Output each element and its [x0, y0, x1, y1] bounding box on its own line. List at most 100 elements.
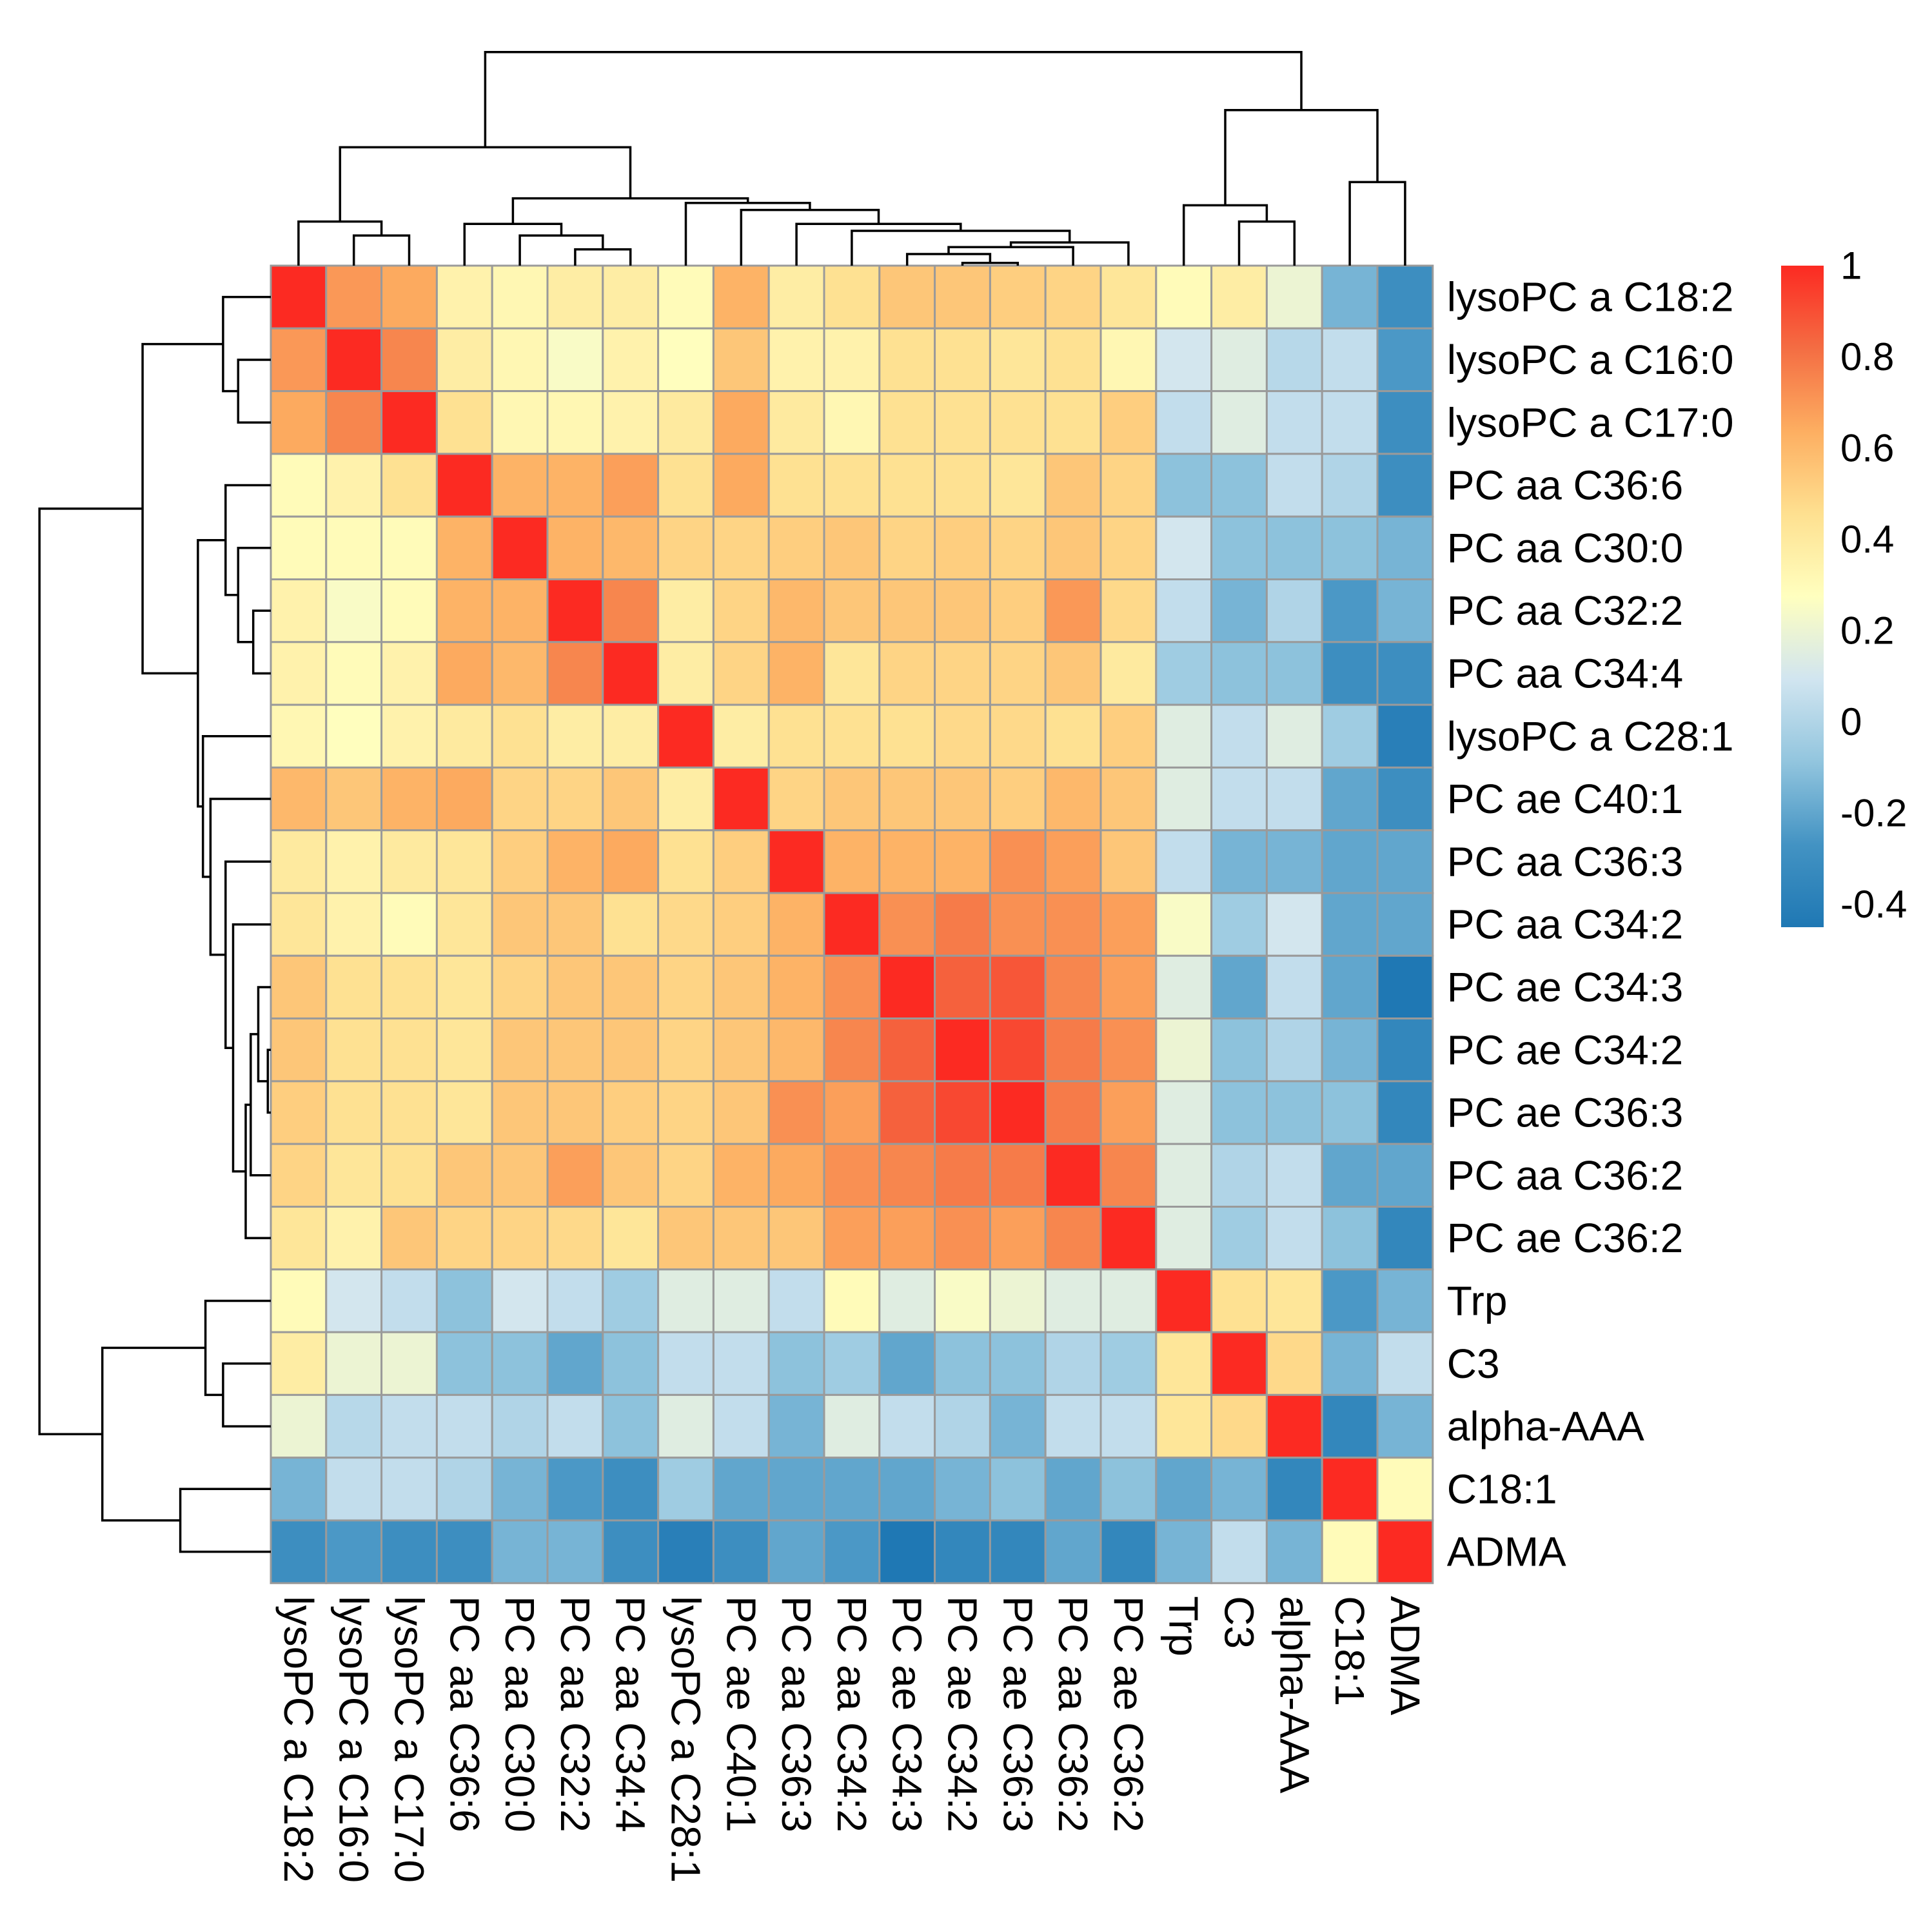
heatmap-cell-pc-aa-c30-0--pc-aa-c36-3 [767, 515, 825, 581]
column-label-lysopc-a-c17-0: lysoPC a C17:0 [386, 1596, 433, 1883]
heatmap-cell-pc-ae-c34-2--c18-1 [1321, 1017, 1379, 1083]
heatmap-cell-pc-aa-c36-6--alpha-aaa [1265, 453, 1323, 518]
heatmap-cell-lysopc-a-c28-1--lysopc-a-c18-2 [270, 703, 328, 769]
heatmap-cell-pc-ae-c34-3--pc-aa-c34-2 [823, 954, 881, 1020]
heatmap-cell-pc-ae-c40-1--pc-aa-c30-0 [491, 766, 549, 832]
heatmap-cell-pc-aa-c36-3--lysopc-a-c28-1 [657, 829, 715, 894]
heatmap-cell-pc-aa-c36-2--lysopc-a-c18-2 [270, 1143, 328, 1208]
heatmap-cell-c18-1--adma [1376, 1457, 1434, 1522]
heatmap-cell-pc-aa-c32-2--pc-aa-c30-0 [491, 578, 549, 643]
heatmap-cell-lysopc-a-c18-2--adma [1376, 264, 1434, 329]
row-label-pc-ae-c40-1: PC ae C40:1 [1447, 776, 1683, 822]
heatmap-cell-pc-aa-c32-2--pc-aa-c36-2 [1044, 578, 1102, 643]
heatmap-cell-pc-aa-c32-2--c18-1 [1321, 578, 1379, 643]
heatmap-cell-lysopc-a-c28-1--lysopc-a-c16-0 [325, 703, 383, 769]
heatmap-cell-lysopc-a-c18-2--pc-ae-c36-3 [989, 264, 1047, 329]
row-label-pc-ae-c36-2: PC ae C36:2 [1447, 1215, 1683, 1261]
heatmap-cell-pc-aa-c36-3--pc-aa-c36-6 [435, 829, 493, 894]
heatmap-cell-pc-ae-c34-2--c3 [1210, 1017, 1268, 1083]
heatmap-cell-trp--pc-aa-c36-3 [767, 1268, 825, 1333]
heatmap-cell-pc-aa-c34-4--pc-aa-c36-3 [767, 641, 825, 706]
heatmap-cell-pc-ae-c34-2--alpha-aaa [1265, 1017, 1323, 1083]
heatmap-cell-lysopc-a-c17-0--pc-aa-c30-0 [491, 390, 549, 455]
heatmap-cell-pc-aa-c36-6--pc-ae-c36-3 [989, 453, 1047, 518]
heatmap-cell-lysopc-a-c16-0--alpha-aaa [1265, 327, 1323, 393]
column-dendrogram-branch [1348, 181, 1406, 266]
heatmap-cell-lysopc-a-c28-1--pc-aa-c36-2 [1044, 703, 1102, 769]
heatmap-cell-pc-aa-c34-4--trp [1155, 641, 1213, 706]
heatmap-cell-pc-aa-c30-0--pc-aa-c32-2 [546, 515, 604, 581]
heatmap-cell-c18-1--pc-aa-c36-3 [767, 1457, 825, 1522]
heatmap-cell-alpha-aaa--pc-ae-c36-2 [1099, 1393, 1158, 1459]
heatmap-cell-pc-aa-c36-6--pc-aa-c36-2 [1044, 453, 1102, 518]
heatmap-cell-pc-ae-c36-2--trp [1155, 1206, 1213, 1271]
heatmap-cell-pc-aa-c34-2--pc-aa-c36-2 [1044, 892, 1102, 957]
heatmap-cell-pc-aa-c34-2--pc-aa-c36-3 [767, 892, 825, 957]
heatmap-cell-pc-ae-c40-1--pc-aa-c36-3 [767, 766, 825, 832]
heatmap-cell-lysopc-a-c28-1--c3 [1210, 703, 1268, 769]
heatmap-cell-pc-aa-c34-2--lysopc-a-c16-0 [325, 892, 383, 957]
heatmap-cell-pc-aa-c34-2--pc-ae-c40-1 [712, 892, 770, 957]
heatmap-cell-pc-ae-c34-2--adma [1376, 1017, 1434, 1083]
heatmap-cell-pc-aa-c36-6--pc-ae-c34-3 [878, 453, 936, 518]
heatmap-cell-pc-aa-c36-2--pc-ae-c34-3 [878, 1143, 936, 1208]
heatmap-cell-pc-ae-c40-1--lysopc-a-c16-0 [325, 766, 383, 832]
legend-tick-label: 0.2 [1840, 609, 1894, 653]
heatmap-cell-pc-ae-c34-3--pc-ae-c34-3 [878, 954, 936, 1020]
heatmap-cell-pc-ae-c36-3--pc-aa-c36-3 [767, 1080, 825, 1145]
heatmap-cell-pc-ae-c36-3--pc-aa-c32-2 [546, 1080, 604, 1145]
heatmap-cell-lysopc-a-c17-0--c18-1 [1321, 390, 1379, 455]
legend-tick-label: 1 [1840, 244, 1862, 288]
heatmap-cell-c3--pc-aa-c34-4 [602, 1331, 660, 1396]
heatmap-cell-pc-aa-c30-0--lysopc-a-c17-0 [380, 515, 438, 581]
heatmap-cell-c3--pc-ae-c34-3 [878, 1331, 936, 1396]
heatmap-cell-c3--pc-aa-c36-3 [767, 1331, 825, 1396]
heatmap-cell-lysopc-a-c16-0--pc-ae-c36-3 [989, 327, 1047, 393]
heatmap-cell-pc-aa-c36-2--pc-aa-c36-2 [1044, 1143, 1102, 1208]
heatmap-cell-trp--pc-aa-c36-2 [1044, 1268, 1102, 1333]
heatmap-cell-pc-aa-c34-4--c18-1 [1321, 641, 1379, 706]
heatmap-cell-lysopc-a-c16-0--pc-aa-c30-0 [491, 327, 549, 393]
heatmap-cell-c18-1--pc-aa-c34-4 [602, 1457, 660, 1522]
heatmap-cell-lysopc-a-c28-1--alpha-aaa [1265, 703, 1323, 769]
heatmap-cell-pc-aa-c30-0--c18-1 [1321, 515, 1379, 581]
heatmap-cells [270, 264, 1434, 1584]
heatmap-cell-pc-ae-c40-1--trp [1155, 766, 1213, 832]
heatmap-cell-c18-1--lysopc-a-c18-2 [270, 1457, 328, 1522]
column-label-pc-ae-c36-3: PC ae C36:3 [994, 1596, 1041, 1832]
heatmap-cell-c18-1--pc-aa-c36-2 [1044, 1457, 1102, 1522]
heatmap-cell-pc-aa-c36-3--pc-ae-c34-3 [878, 829, 936, 894]
heatmap-cell-c3--alpha-aaa [1265, 1331, 1323, 1396]
heatmap-cell-pc-ae-c34-2--lysopc-a-c18-2 [270, 1017, 328, 1083]
heatmap-cell-trp--c18-1 [1321, 1268, 1379, 1333]
heatmap-cell-adma--adma [1376, 1519, 1434, 1584]
heatmap-cell-c3--lysopc-a-c16-0 [325, 1331, 383, 1396]
heatmap-cell-lysopc-a-c17-0--lysopc-a-c17-0 [380, 390, 438, 455]
column-label-pc-aa-c34-4: PC aa C34:4 [607, 1596, 654, 1832]
heatmap-cell-lysopc-a-c28-1--trp [1155, 703, 1213, 769]
heatmap-cell-c18-1--trp [1155, 1457, 1213, 1522]
heatmap-cell-pc-aa-c30-0--pc-ae-c34-3 [878, 515, 936, 581]
column-dendrogram-branch [297, 220, 383, 266]
legend-tick-label: 0.8 [1840, 335, 1894, 378]
heatmap-cell-pc-aa-c32-2--pc-ae-c40-1 [712, 578, 770, 643]
heatmap-cell-adma--lysopc-a-c28-1 [657, 1519, 715, 1584]
heatmap-cell-c18-1--pc-aa-c32-2 [546, 1457, 604, 1522]
heatmap-cell-lysopc-a-c28-1--pc-aa-c34-4 [602, 703, 660, 769]
heatmap-cell-lysopc-a-c28-1--adma [1376, 703, 1434, 769]
heatmap-cell-lysopc-a-c18-2--c18-1 [1321, 264, 1379, 329]
heatmap-cell-pc-aa-c36-3--pc-aa-c36-3 [767, 829, 825, 894]
heatmap-cell-pc-ae-c40-1--pc-aa-c36-6 [435, 766, 493, 832]
column-dendrogram-branch [339, 146, 632, 222]
heatmap-cell-pc-ae-c36-3--pc-aa-c30-0 [491, 1080, 549, 1145]
heatmap-cell-pc-aa-c32-2--pc-aa-c34-2 [823, 578, 881, 643]
heatmap-cell-pc-ae-c34-3--c3 [1210, 954, 1268, 1020]
heatmap-cell-pc-aa-c36-3--pc-aa-c36-2 [1044, 829, 1102, 894]
heatmap-cell-pc-aa-c34-2--pc-aa-c34-2 [823, 892, 881, 957]
heatmap-cell-trp--lysopc-a-c18-2 [270, 1268, 328, 1333]
column-dendrogram [297, 51, 1406, 266]
heatmap-cell-pc-ae-c34-2--lysopc-a-c16-0 [325, 1017, 383, 1083]
row-dendrogram-branch [244, 1103, 271, 1239]
heatmap-cell-lysopc-a-c17-0--pc-aa-c34-4 [602, 390, 660, 455]
